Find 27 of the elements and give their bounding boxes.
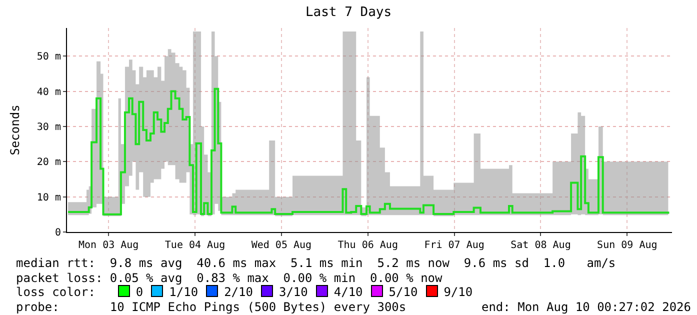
x-tick-label: Sat 08 Aug xyxy=(510,240,571,251)
x-tick-label: Wed 05 Aug xyxy=(251,240,312,251)
x-tick-label: Thu 06 Aug xyxy=(338,240,398,251)
text: loss color: xyxy=(16,285,96,299)
text: 1/10 xyxy=(169,285,198,299)
x-tick-label: Sun 09 Aug xyxy=(597,240,658,251)
text: end: Mon Aug 10 00:27:02 2026 xyxy=(481,300,691,314)
text: 0 xyxy=(136,285,144,299)
y-tick-label: 30 m xyxy=(36,122,61,133)
x-tick-label: Mon 03 Aug xyxy=(78,240,139,251)
y-tick-label: 10 m xyxy=(36,192,61,204)
text: 3/10 xyxy=(278,285,308,299)
y-tick-label: 20 m xyxy=(36,157,61,168)
chart-title: Last 7 Days xyxy=(305,4,392,20)
y-tick-label: 50 m xyxy=(36,52,61,63)
text: 2/10 xyxy=(224,285,253,299)
text: median rtt: 9.8 ms avg 40.6 ms max 5.1 ms min 5.2 ms now 9.6 ms sd 1.0 am/s xyxy=(16,256,616,270)
y-tick-label: 40 m xyxy=(36,86,61,98)
text: 9/10 xyxy=(444,285,473,299)
text: packet loss: 0.05 % avg 0.83 % max 0.00 % min 0.00 % now xyxy=(16,270,442,284)
text: 4/10 xyxy=(334,285,363,299)
text: 5/10 xyxy=(388,285,418,299)
text: probe: 10 ICMP Echo Pings (500 Bytes) every 300s xyxy=(16,300,406,314)
x-tick-label: Tue 04 Aug xyxy=(164,240,226,251)
y-tick-label: 0 xyxy=(54,228,61,238)
x-tick-label: Fri 07 Aug xyxy=(424,240,484,251)
y-axis-title: Seconds xyxy=(8,104,22,156)
